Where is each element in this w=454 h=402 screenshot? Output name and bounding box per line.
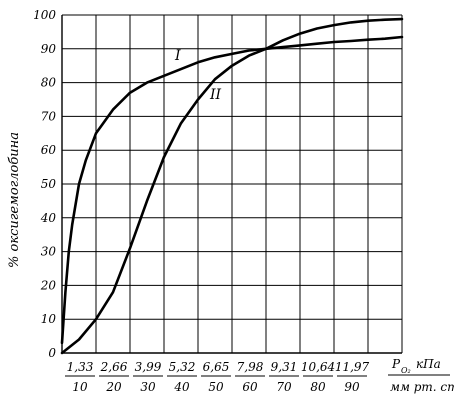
y-tick-label: 70: [41, 109, 57, 123]
grid: [61, 14, 403, 354]
curve-label-II: II: [209, 87, 222, 103]
x-unit-top: кПа: [416, 357, 441, 371]
x-unit-subscript: O₂: [401, 366, 411, 375]
y-tick-label: 60: [41, 143, 57, 157]
y-tick-label: 10: [41, 312, 57, 326]
curve-I: [60, 35, 404, 345]
y-tick-label: 100: [33, 8, 56, 22]
y-tick-label: 0: [48, 346, 56, 360]
x-tick-label-mmhg: 50: [208, 380, 224, 394]
x-tick-label-kpa: 10,64: [301, 360, 335, 374]
y-tick-label: 50: [41, 177, 57, 191]
y-axis-label: % оксигемоглобина: [7, 132, 22, 268]
x-tick-label-kpa: 11,97: [335, 360, 370, 374]
y-tick-label: 90: [41, 42, 57, 56]
y-tick-label: 20: [40, 278, 57, 292]
x-tick-label-kpa: 6,65: [203, 360, 230, 374]
x-tick-label-mmhg: 80: [310, 380, 326, 394]
curve-II: [60, 17, 404, 355]
x-tick-label-mmhg: 70: [276, 380, 292, 394]
y-tick-label: 30: [41, 245, 57, 259]
x-tick-label-kpa: 5,32: [169, 360, 196, 374]
x-tick-label-kpa: 1,33: [67, 360, 94, 374]
x-tick-label-kpa: 2,66: [100, 360, 128, 374]
x-tick-label-mmhg: 60: [242, 380, 258, 394]
x-unit-bottom: мм рт. ст.: [390, 380, 454, 394]
x-tick-label-kpa: 7,98: [237, 360, 264, 374]
x-tick-label-mmhg: 20: [105, 380, 122, 394]
y-tick-label: 80: [41, 76, 57, 90]
x-unit-label: P O₂ кПа мм рт. ст.: [388, 357, 454, 394]
curve-label-I: I: [174, 48, 181, 64]
x-tick-label-kpa: 9,31: [271, 360, 298, 374]
x-tick-label-mmhg: 10: [72, 380, 88, 394]
x-tick-label-mmhg: 30: [140, 380, 156, 394]
curves: [60, 17, 404, 355]
x-unit-symbol: P: [391, 357, 401, 371]
x-tick-label-kpa: 3,99: [135, 360, 162, 374]
y-tick-labels: 0 10 20 30 40 50 60 70 80 90 100: [33, 8, 56, 360]
y-tick-label: 40: [40, 211, 57, 225]
x-tick-label-mmhg: 40: [173, 380, 190, 394]
x-tick-label-mmhg: 90: [344, 380, 360, 394]
x-tick-labels: 1,33 10 2,66 20 3,99 30 5,32 40 6,65 50 7,98 60 9,31…: [65, 360, 370, 394]
